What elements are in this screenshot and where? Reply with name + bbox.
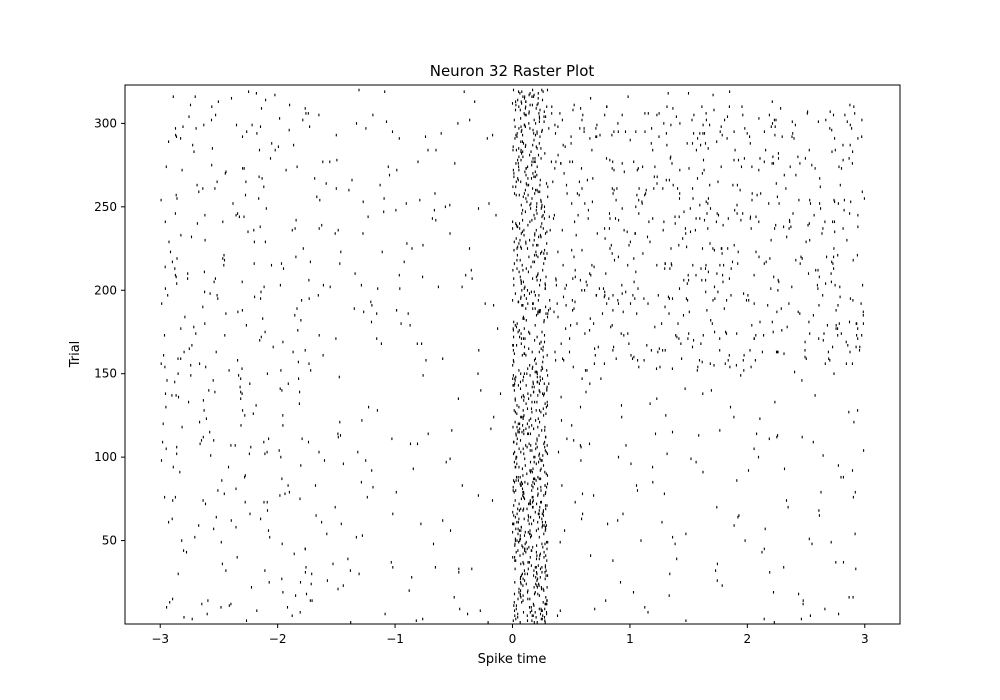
x-tick-label: 3 <box>861 632 869 646</box>
x-tick-label: −3 <box>151 632 169 646</box>
spike-marks <box>160 88 865 624</box>
chart-title: Neuron 32 Raster Plot <box>430 62 595 80</box>
y-axis-label: Trial <box>68 341 83 369</box>
y-tick-label: 100 <box>94 450 117 464</box>
x-tick-label: 0 <box>509 632 517 646</box>
x-tick-label: −1 <box>386 632 404 646</box>
y-tick-label: 300 <box>94 116 117 130</box>
y-tick-label: 150 <box>94 367 117 381</box>
y-tick-label: 50 <box>102 534 117 548</box>
x-axis-label: Spike time <box>478 652 547 667</box>
y-tick-label: 250 <box>94 200 117 214</box>
x-tick-label: −2 <box>269 632 287 646</box>
x-axis: −3 −2 −1 0 1 2 3 <box>151 624 869 646</box>
y-axis: 50 100 150 200 250 300 <box>94 116 125 548</box>
x-tick-label: 1 <box>626 632 634 646</box>
y-tick-label: 200 <box>94 283 117 297</box>
x-tick-label: 2 <box>744 632 752 646</box>
